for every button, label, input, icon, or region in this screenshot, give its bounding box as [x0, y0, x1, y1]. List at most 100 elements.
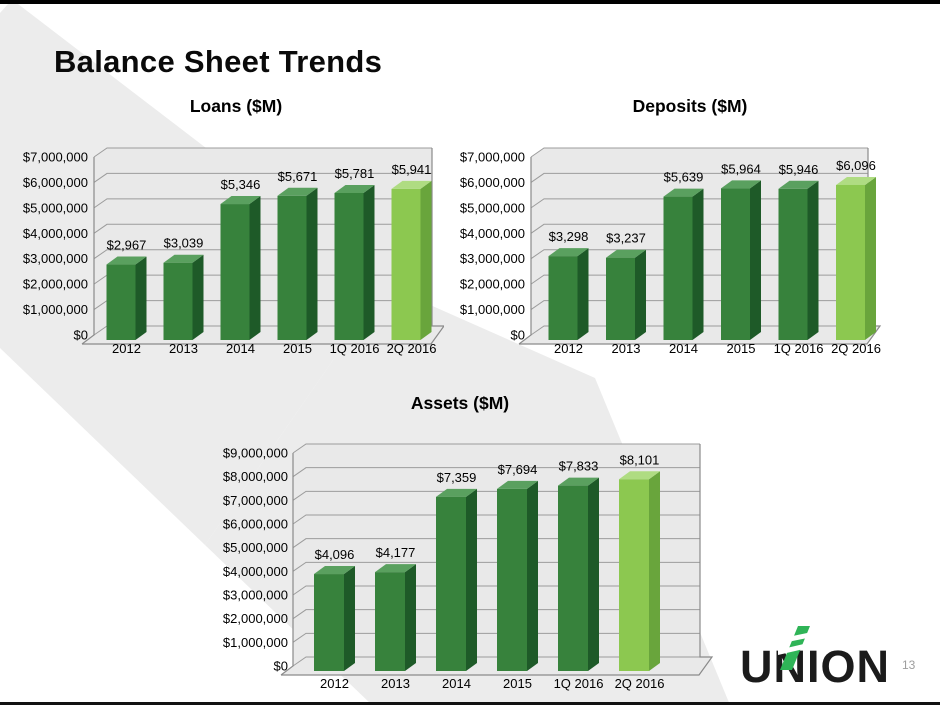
- category-label: 2012: [554, 341, 583, 356]
- bar-data-label: $5,964: [721, 161, 761, 176]
- bar-side-face: [405, 564, 416, 671]
- bar-side-face: [344, 566, 355, 671]
- category-label: 2015: [283, 341, 312, 356]
- bar-top-face: [334, 184, 375, 193]
- category-label: 2015: [503, 676, 532, 691]
- bar: [375, 572, 405, 671]
- gridline: [93, 147, 432, 158]
- bar-side-face: [635, 249, 646, 340]
- bar-data-label: $3,237: [606, 231, 646, 246]
- bar-top-face: [220, 196, 261, 205]
- plot-frame: [82, 148, 444, 345]
- y-tick-label: $2,000,000: [223, 611, 288, 626]
- y-tick-label: $9,000,000: [223, 446, 288, 461]
- category-label: 2014: [669, 341, 698, 356]
- category-label: 1Q 2016: [330, 341, 380, 356]
- chart-deposits: Deposits ($M) $7,000,000 $6,000,000 $5,000…: [447, 96, 883, 376]
- chart-loans: Loans ($M) $7,000,000 $6,000,000 $5,000,00…: [8, 96, 444, 376]
- bar-top-face: [277, 187, 318, 196]
- bar-top-face: [721, 180, 761, 189]
- plot-frame: [281, 444, 714, 676]
- bar-side-face: [577, 248, 589, 340]
- y-tick-label: $6,000,000: [223, 517, 288, 532]
- page-number: 13: [902, 658, 916, 672]
- bar: [606, 257, 635, 340]
- logo-wordmark: UNION: [740, 641, 890, 692]
- bar-side-face: [363, 184, 375, 340]
- category-label: 2Q 2016: [831, 341, 881, 356]
- bar-top-face: [375, 564, 416, 573]
- value-axis-line: [518, 157, 532, 345]
- bar-data-label: $8,101: [620, 452, 660, 467]
- category-label: 2013: [169, 341, 198, 356]
- gridline: [93, 172, 432, 183]
- category-label: 2014: [226, 341, 255, 356]
- bar-top-face: [663, 188, 704, 197]
- bar-side-face: [692, 188, 704, 340]
- y-tick-label: $7,000,000: [23, 150, 88, 165]
- bar: [548, 256, 578, 340]
- chart-title-loans: Loans ($M): [189, 96, 283, 116]
- y-tick-label: $0: [511, 328, 525, 343]
- y-tick-label: $1,000,000: [23, 302, 88, 317]
- bar-side-face: [306, 187, 318, 340]
- bar-top-face: [436, 488, 477, 497]
- gridline: [292, 443, 700, 454]
- bar-data-label: $5,671: [278, 169, 318, 184]
- y-tick-label: $4,000,000: [23, 226, 88, 241]
- category-label: 2013: [381, 676, 410, 691]
- y-tick-label: $2,000,000: [23, 277, 88, 292]
- y-tick-label: $1,000,000: [223, 635, 288, 650]
- bar: [334, 192, 364, 340]
- bar-side-face: [192, 254, 204, 340]
- y-tick-label: $5,000,000: [223, 540, 288, 555]
- bar-data-label: $5,781: [335, 166, 375, 181]
- bar: [663, 196, 693, 340]
- bar-top-face: [606, 249, 646, 258]
- gridline: [530, 172, 868, 183]
- bar-data-label: $4,177: [376, 545, 416, 560]
- bar-side-face: [135, 256, 147, 340]
- bar-top-face: [836, 176, 876, 185]
- union-logo: UNION: [740, 626, 890, 692]
- chart-loans-plot: $7,000,000 $6,000,000 $5,000,000 $4,000,000…: [23, 147, 444, 356]
- chart-assets-plot: $9,000,000 $8,000,000 $7,000,000 $6,000,000…: [223, 443, 714, 691]
- category-label: 2Q 2016: [615, 676, 665, 691]
- bar-side-face: [527, 480, 538, 671]
- bar: [314, 574, 344, 671]
- bar: [497, 488, 527, 671]
- bar-top-face: [106, 256, 147, 265]
- bar-side-face: [588, 477, 599, 671]
- bar-side-face: [865, 176, 876, 340]
- y-tick-label: $6,000,000: [460, 175, 525, 190]
- y-tick-label: $7,000,000: [223, 493, 288, 508]
- category-label: 2015: [727, 341, 756, 356]
- category-label: 2014: [442, 676, 471, 691]
- bar-side-face: [807, 180, 819, 340]
- value-axis-line: [81, 157, 95, 345]
- top-border-bar: [0, 0, 940, 4]
- y-tick-label: $7,000,000: [460, 150, 525, 165]
- bar-data-label: $7,359: [437, 470, 477, 485]
- y-tick-label: $1,000,000: [460, 302, 525, 317]
- y-tick-label: $6,000,000: [23, 175, 88, 190]
- bar-top-face: [778, 180, 819, 189]
- y-tick-label: $4,000,000: [460, 226, 525, 241]
- bar-side-face: [750, 180, 761, 340]
- bar-data-label: $7,694: [498, 462, 538, 477]
- y-tick-label: $5,000,000: [460, 200, 525, 215]
- gridline: [93, 198, 432, 209]
- bar-highlight: [391, 188, 421, 340]
- bar-top-face: [619, 471, 660, 480]
- bar-top-face: [497, 480, 538, 489]
- bar-data-label: $6,096: [836, 158, 876, 173]
- y-tick-label: $0: [74, 328, 88, 343]
- bar: [778, 188, 808, 340]
- bar: [220, 204, 250, 340]
- y-tick-label: $0: [274, 659, 288, 674]
- gridline: [93, 249, 432, 260]
- bottom-border-bar: [0, 702, 940, 705]
- bar-highlight: [836, 184, 865, 340]
- category-label: 1Q 2016: [774, 341, 824, 356]
- chart-deposits-plot: $7,000,000 $6,000,000 $5,000,000 $4,000,000…: [460, 147, 882, 356]
